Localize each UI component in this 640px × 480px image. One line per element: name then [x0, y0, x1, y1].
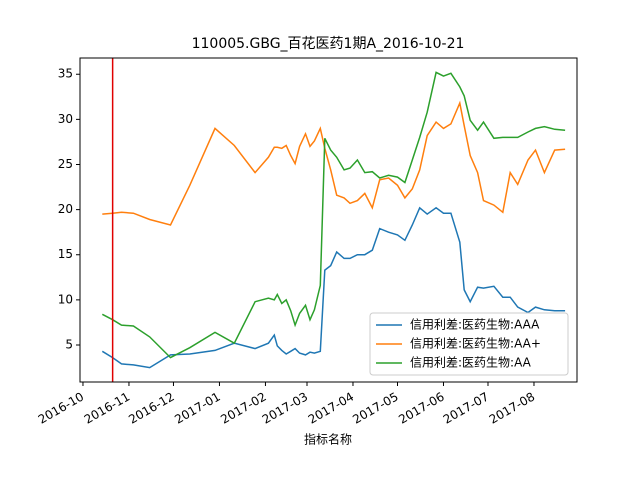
- y-tick-label: 5: [65, 337, 73, 351]
- y-tick-label: 10: [58, 292, 73, 306]
- legend-box: [369, 312, 569, 376]
- y-tick-label: 25: [58, 157, 73, 171]
- y-tick-label: 20: [58, 202, 73, 216]
- y-tick-label: 15: [58, 247, 73, 261]
- legend-label: 信用利差:医药生物:AAA: [410, 318, 540, 332]
- y-tick-label: 35: [58, 67, 73, 81]
- series-line: [102, 100, 566, 226]
- series-line: [101, 206, 566, 369]
- chart-title: 110005.GBG_百花医药1期A_2016-10-21: [192, 36, 465, 52]
- x-axis-label: 指标名称: [304, 432, 352, 447]
- y-tick-label: 30: [58, 112, 73, 126]
- plot-frame: [79, 57, 578, 383]
- legend-label: 信用利差:医药生物:AA+: [410, 337, 541, 351]
- legend-label: 信用利差:医药生物:AA: [410, 356, 532, 370]
- series-line: [101, 71, 566, 359]
